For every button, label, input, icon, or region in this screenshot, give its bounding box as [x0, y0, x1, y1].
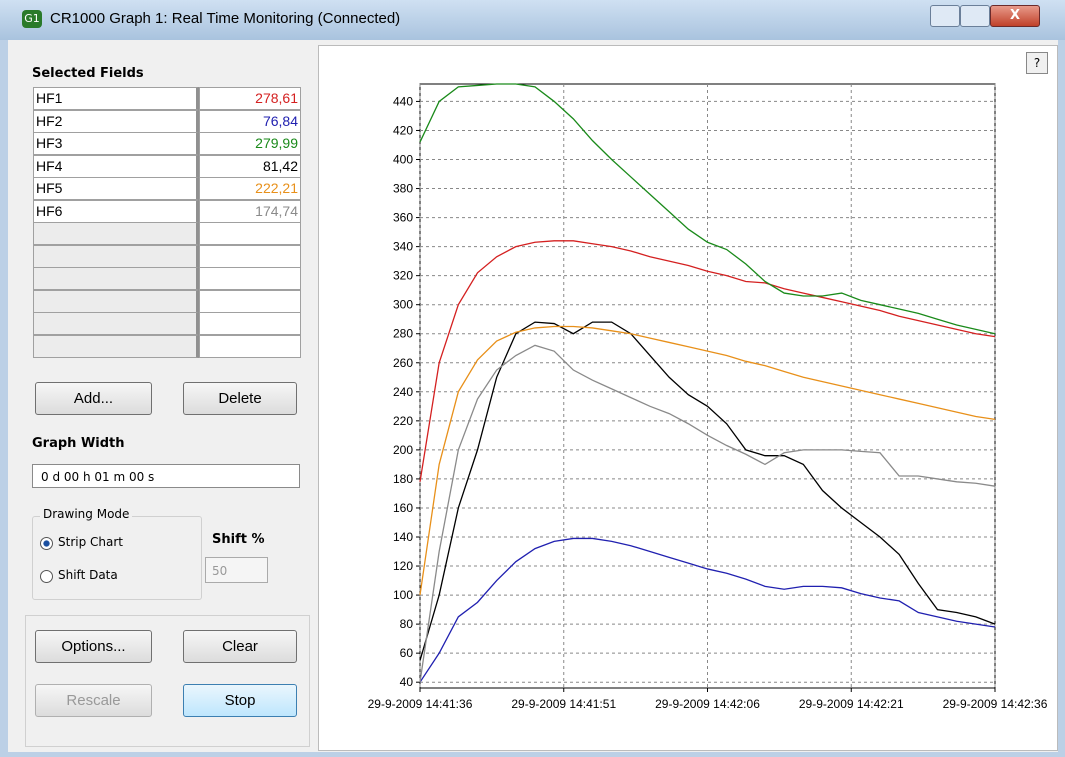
y-tick-label: 260 [393, 356, 413, 370]
field-name-cell [33, 290, 199, 313]
field-name-cell: HF3 [33, 132, 199, 155]
add-button[interactable]: Add... [35, 382, 152, 415]
shift-label: Shift % [212, 532, 265, 547]
field-name-cell: HF4 [33, 155, 199, 178]
y-tick-label: 140 [393, 530, 413, 544]
y-tick-label: 100 [393, 588, 413, 602]
graph-width-label: Graph Width [32, 436, 125, 451]
delete-button[interactable]: Delete [183, 382, 297, 415]
field-name-cell [33, 267, 199, 290]
y-tick-label: 420 [393, 123, 413, 137]
app-icon: G1 [22, 10, 42, 28]
field-value-cell: 279,99 [199, 132, 301, 155]
field-value-cell [199, 267, 301, 290]
field-name-cell: HF1 [33, 87, 199, 110]
field-value-cell: 174,74 [199, 200, 301, 223]
x-tick-label: 29-9-2009 14:41:36 [368, 697, 473, 711]
field-value-cell: 76,84 [199, 110, 301, 133]
y-tick-label: 300 [393, 298, 413, 312]
y-tick-label: 240 [393, 385, 413, 399]
window-title: CR1000 Graph 1: Real Time Monitoring (Co… [50, 10, 400, 27]
drawing-mode-group [32, 516, 202, 600]
maximize-button[interactable] [960, 5, 990, 27]
y-tick-label: 60 [400, 646, 414, 660]
y-tick-label: 220 [393, 414, 413, 428]
field-value-cell [199, 312, 301, 335]
y-tick-label: 160 [393, 501, 413, 515]
field-name-cell: HF6 [33, 200, 199, 223]
x-tick-label: 29-9-2009 14:42:21 [799, 697, 904, 711]
fields-heading: Selected Fields [32, 66, 144, 81]
y-tick-label: 120 [393, 559, 413, 573]
field-name-cell: HF5 [33, 177, 199, 200]
field-value-cell [199, 245, 301, 268]
field-value-cell [199, 222, 301, 245]
y-tick-label: 320 [393, 269, 413, 283]
graph-width-input[interactable]: 0 d 00 h 01 m 00 s [32, 464, 300, 488]
y-tick-label: 80 [400, 617, 414, 631]
y-tick-label: 280 [393, 327, 413, 341]
window: G1 CR1000 Graph 1: Real Time Monitoring … [0, 0, 1065, 757]
shift-input[interactable]: 50 [205, 557, 268, 583]
drawing-mode-label: Drawing Mode [40, 507, 132, 521]
y-tick-label: 340 [393, 240, 413, 254]
y-tick-label: 440 [393, 94, 413, 108]
minimize-button[interactable] [930, 5, 960, 27]
field-value-cell [199, 290, 301, 313]
field-value-cell: 81,42 [199, 155, 301, 178]
field-name-cell [33, 245, 199, 268]
y-tick-label: 40 [400, 675, 414, 689]
radio-strip-chart[interactable] [40, 537, 53, 550]
close-button[interactable]: X [990, 5, 1040, 27]
options-button[interactable]: Options... [35, 630, 152, 663]
field-name-cell [33, 312, 199, 335]
y-tick-label: 400 [393, 153, 413, 167]
field-name-cell [33, 222, 199, 245]
x-tick-label: 29-9-2009 14:42:36 [943, 697, 1048, 711]
radio-shift-data[interactable] [40, 570, 53, 583]
clear-button[interactable]: Clear [183, 630, 297, 663]
field-value-cell [199, 335, 301, 358]
radio-label: Strip Chart [58, 535, 123, 549]
stop-button[interactable]: Stop [183, 684, 297, 717]
field-value-cell: 278,61 [199, 87, 301, 110]
field-value-cell: 222,21 [199, 177, 301, 200]
y-tick-label: 200 [393, 443, 413, 457]
x-tick-label: 29-9-2009 14:42:06 [655, 697, 760, 711]
y-tick-label: 360 [393, 211, 413, 225]
radio-label: Shift Data [58, 568, 118, 582]
field-name-cell [33, 335, 199, 358]
chart: 40 60 80 100 120 140 160 180 200 220 240 260 280 300 3… [318, 45, 1058, 750]
x-tick-label: 29-9-2009 14:41:51 [511, 697, 616, 711]
rescale-button: Rescale [35, 684, 152, 717]
field-name-cell: HF2 [33, 110, 199, 133]
y-tick-label: 180 [393, 472, 413, 486]
title-bar: G1 CR1000 Graph 1: Real Time Monitoring … [0, 0, 1065, 40]
y-tick-label: 380 [393, 182, 413, 196]
